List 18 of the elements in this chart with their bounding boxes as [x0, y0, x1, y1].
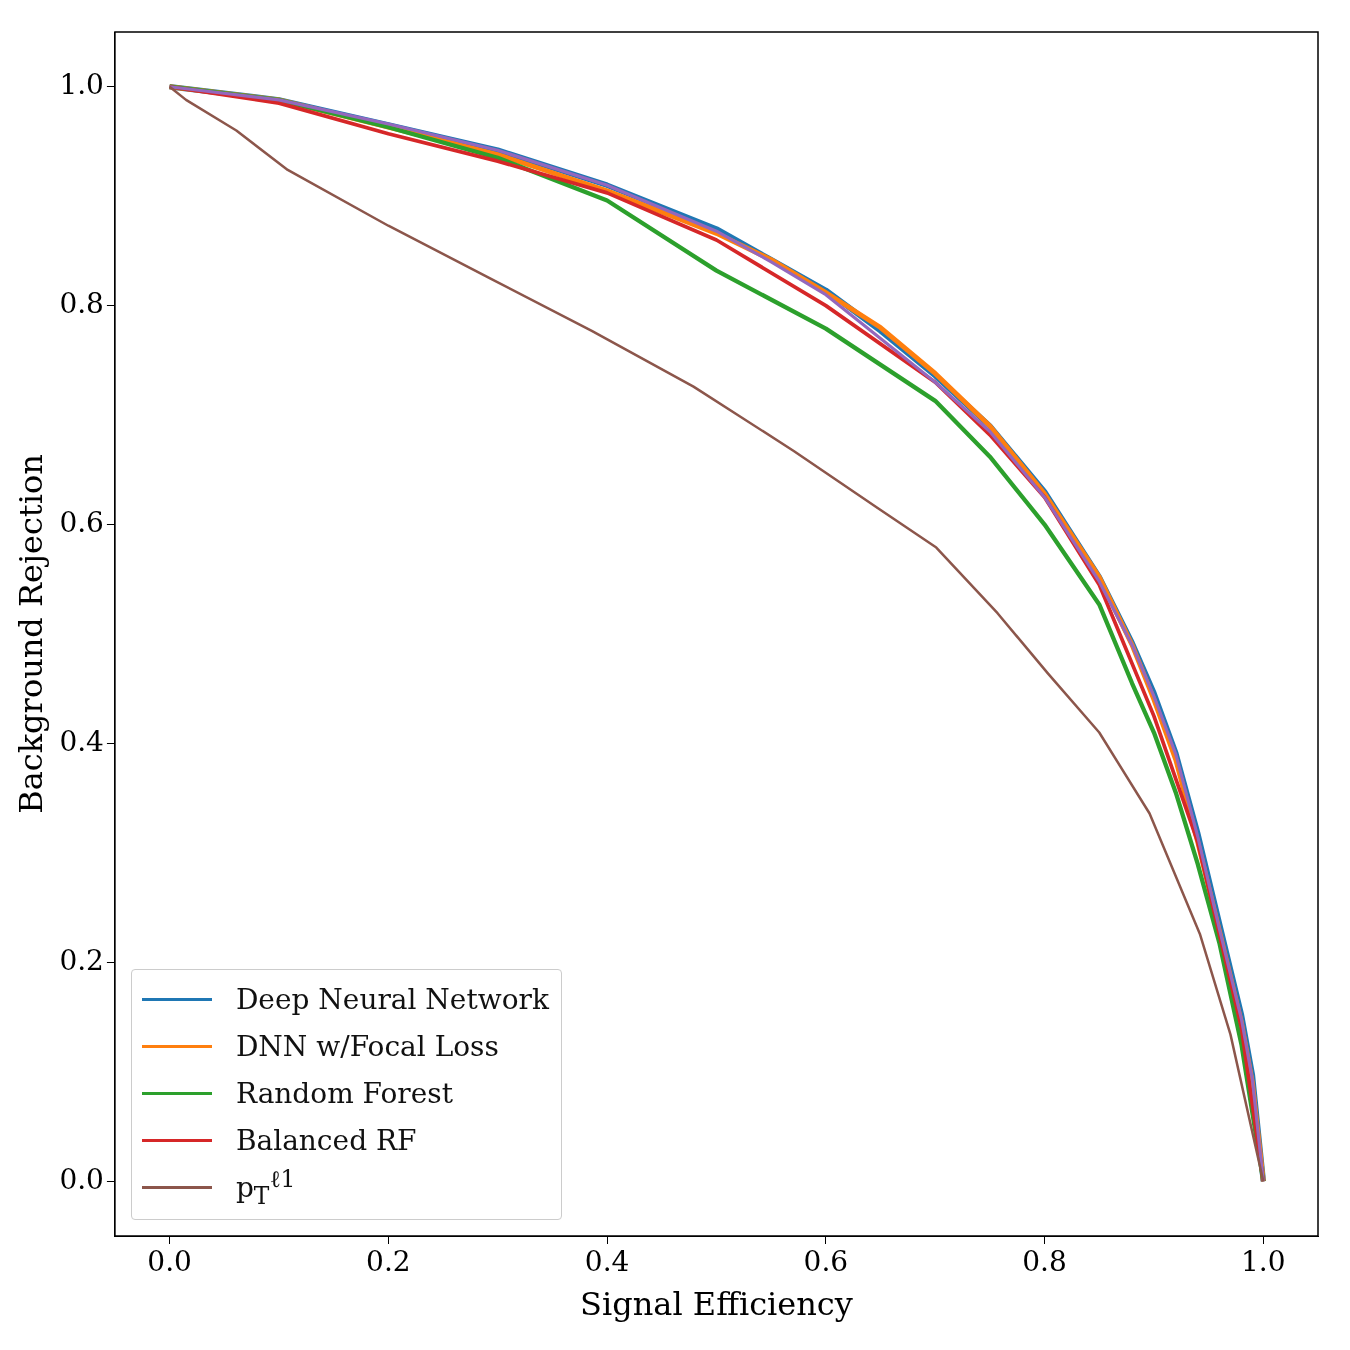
x-tick-label: 0.2 — [366, 1245, 411, 1279]
legend-label: Balanced RF — [235, 1124, 417, 1157]
y-tick-label: 1.0 — [59, 68, 104, 102]
legend-label: Deep Neural Network — [235, 983, 549, 1016]
y-tick-label: 0.2 — [59, 943, 104, 977]
x-tick-label: 0.0 — [147, 1245, 192, 1279]
x-tick-label: 0.6 — [803, 1245, 849, 1279]
x-tick-label: 0.8 — [1022, 1245, 1067, 1279]
legend-label: Random Forest — [235, 1077, 453, 1110]
y-tick-label: 0.0 — [59, 1162, 104, 1196]
x-tick-label: 0.4 — [584, 1245, 630, 1279]
legend-label: DNN w/Focal Loss — [235, 1030, 499, 1063]
y-tick-label: 0.6 — [59, 505, 104, 539]
y-tick-label: 0.4 — [59, 724, 104, 758]
x-axis-title: Signal Efficiency — [580, 1285, 853, 1324]
y-tick-label: 0.8 — [59, 286, 104, 320]
x-tick-label: 1.0 — [1241, 1245, 1286, 1279]
y-axis-title: Background Rejection — [11, 454, 50, 814]
